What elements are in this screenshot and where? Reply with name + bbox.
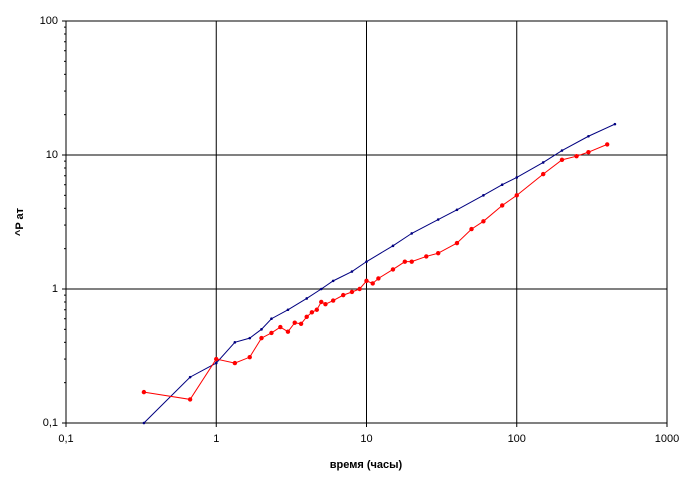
data-point xyxy=(309,310,315,315)
data-point xyxy=(514,193,519,198)
data-point xyxy=(370,281,375,286)
data-point xyxy=(500,183,504,187)
data-point xyxy=(232,360,238,366)
data-point xyxy=(586,149,591,155)
x-tick-label: 1 xyxy=(213,433,219,445)
data-point xyxy=(364,278,369,284)
plot-frame xyxy=(65,20,668,424)
data-point xyxy=(285,329,291,334)
y-tick-label: 10 xyxy=(46,149,58,161)
data-point xyxy=(435,250,441,256)
data-point xyxy=(409,259,414,264)
data-point xyxy=(278,324,283,330)
data-point xyxy=(298,321,304,326)
data-point xyxy=(259,335,264,341)
data-point xyxy=(605,142,610,147)
x-tick-label: 10 xyxy=(360,433,372,445)
data-point xyxy=(304,314,309,320)
data-point xyxy=(391,244,395,248)
x-tick-label: 0,1 xyxy=(58,433,73,445)
data-point xyxy=(349,289,355,295)
data-point xyxy=(187,397,193,402)
data-point xyxy=(260,328,263,331)
data-point xyxy=(390,267,396,272)
data-point xyxy=(410,232,414,235)
y-tick-label: 100 xyxy=(40,15,58,27)
data-point xyxy=(314,307,320,312)
x-tick-label: 1000 xyxy=(655,433,679,445)
data-point xyxy=(482,194,485,197)
series-line xyxy=(143,143,608,400)
data-point xyxy=(499,203,505,208)
data-point xyxy=(402,259,408,264)
data-point xyxy=(454,240,460,246)
data-point xyxy=(574,153,579,159)
data-point xyxy=(142,421,146,425)
data-point xyxy=(233,341,237,344)
data-point xyxy=(286,308,290,312)
data-point xyxy=(455,208,459,212)
data-point xyxy=(515,176,519,179)
data-point xyxy=(330,298,336,303)
data-point xyxy=(247,354,252,360)
x-tick-label: 100 xyxy=(508,433,526,445)
data-point xyxy=(357,286,362,292)
data-point xyxy=(331,279,335,283)
data-point xyxy=(365,260,368,263)
data-point xyxy=(214,356,219,362)
y-tick-label: 1 xyxy=(52,283,58,295)
data-point xyxy=(292,320,297,325)
data-point xyxy=(323,302,328,307)
data-point xyxy=(270,317,273,321)
data-point xyxy=(188,375,192,379)
x-axis-label: время (часы) xyxy=(330,459,403,471)
data-point xyxy=(424,254,429,259)
data-point xyxy=(269,330,274,336)
data-point xyxy=(248,336,252,340)
data-point xyxy=(469,226,474,232)
data-point xyxy=(214,361,218,365)
data-point xyxy=(341,292,346,298)
data-point xyxy=(376,276,381,281)
data-point xyxy=(481,219,486,224)
data-point xyxy=(436,218,440,221)
data-point xyxy=(141,389,147,395)
data-point xyxy=(319,287,323,291)
data-point xyxy=(541,161,545,164)
data-point xyxy=(305,297,309,300)
data-point xyxy=(587,134,590,138)
data-point xyxy=(560,149,564,152)
data-point xyxy=(319,299,324,305)
data-point xyxy=(559,157,565,163)
data-point xyxy=(350,270,354,273)
y-tick-label: 0,1 xyxy=(43,417,58,429)
data-point xyxy=(541,171,546,177)
series-line xyxy=(143,123,616,424)
y-axis-label: ^P ат xyxy=(14,207,26,236)
data-point xyxy=(613,122,617,126)
